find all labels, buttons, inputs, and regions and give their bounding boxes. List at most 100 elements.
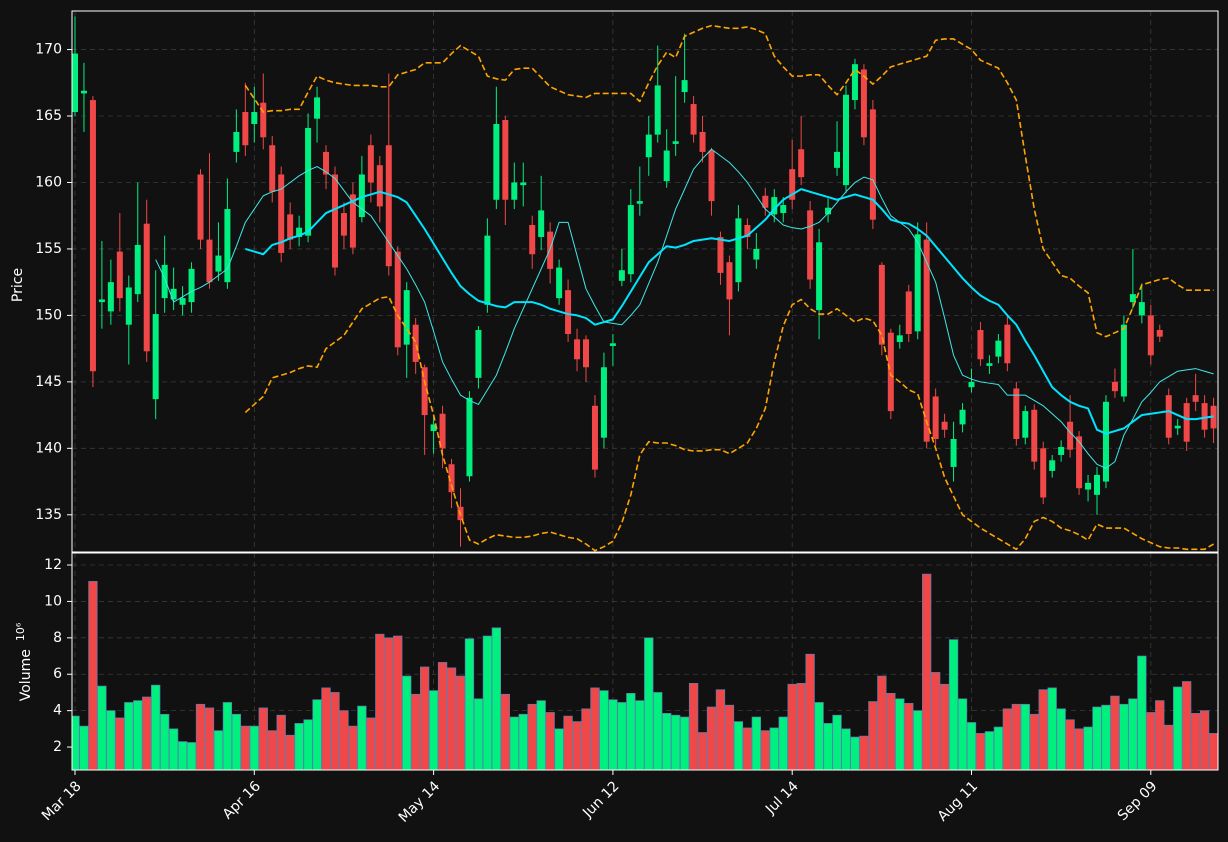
volume-bar — [509, 716, 519, 770]
candle-body — [170, 288, 177, 300]
volume-bar — [393, 635, 403, 770]
candle-body — [538, 210, 545, 237]
volume-bar — [877, 675, 887, 770]
volume-bar — [599, 690, 609, 770]
volume-bar — [563, 715, 573, 770]
candle-body — [1076, 436, 1083, 489]
volume-bar — [823, 723, 833, 770]
volume-tick-label: 6 — [53, 666, 62, 682]
volume-bar — [384, 637, 394, 770]
volume-bar — [832, 714, 842, 770]
candle-body — [699, 131, 706, 152]
candle-body — [995, 340, 1002, 357]
candle-body — [609, 343, 616, 346]
price-axis-label: Price — [10, 268, 26, 302]
candle-body — [565, 290, 572, 335]
volume-bar — [1020, 703, 1030, 770]
candle-body — [950, 439, 957, 467]
volume-bar — [1002, 708, 1013, 770]
candle-body — [242, 112, 249, 146]
candle-body — [986, 363, 993, 366]
volume-bar — [536, 700, 546, 770]
volume-bar — [975, 733, 986, 770]
candle-body — [314, 97, 321, 119]
volume-bar — [88, 581, 98, 770]
candle-body — [1201, 403, 1208, 430]
candle-body — [914, 234, 921, 332]
candle-body — [1085, 482, 1092, 490]
volume-bar — [294, 723, 304, 770]
volume-bar — [697, 732, 708, 770]
volume-bar — [411, 693, 421, 770]
candle-body — [1129, 294, 1136, 303]
candle-body — [690, 104, 697, 135]
volume-bar — [249, 725, 259, 770]
candle-body — [197, 174, 204, 240]
candle-body — [89, 100, 96, 372]
volume-bar — [195, 703, 206, 770]
candle-body — [896, 335, 903, 342]
volume-bar — [644, 637, 654, 770]
volume-bar — [1065, 719, 1075, 770]
candle-body — [977, 330, 984, 360]
candle-body — [600, 367, 607, 438]
candle-body — [807, 210, 814, 280]
candle-body — [143, 223, 150, 352]
volume-bar — [679, 716, 690, 770]
candle-body — [869, 109, 876, 220]
candle-body — [358, 174, 365, 218]
candle-body — [842, 94, 849, 186]
bollinger-band — [244, 24, 1214, 338]
volume-bar — [330, 692, 340, 770]
candle-body — [1120, 324, 1127, 397]
candle-body — [681, 80, 688, 93]
candle-body — [80, 90, 87, 94]
candle-body — [430, 424, 437, 432]
volume-bar — [79, 725, 89, 770]
volume-bar — [662, 713, 672, 770]
volume-bar — [267, 730, 277, 770]
volume-bar — [437, 662, 448, 770]
candle-body — [1094, 474, 1101, 495]
candle-body — [529, 225, 536, 255]
candle-body — [780, 205, 787, 214]
candle-body — [1174, 425, 1181, 429]
volume-bar — [231, 713, 242, 770]
candle-body — [233, 131, 240, 152]
volume-bar — [859, 735, 869, 770]
volume-bar — [527, 703, 537, 770]
volume-bar — [321, 687, 331, 770]
candle-body — [932, 396, 939, 440]
candle-body — [1058, 446, 1065, 455]
volume-bar — [285, 734, 295, 770]
candle-body — [98, 299, 105, 303]
volume-bar — [518, 713, 528, 770]
y-tick-label: 160 — [35, 174, 62, 190]
volume-tick-label: 4 — [53, 703, 62, 719]
volume-bar — [1164, 724, 1174, 770]
candle-body — [349, 194, 356, 248]
candle-body — [179, 298, 186, 305]
volume-bar — [957, 698, 968, 770]
volume-bar — [787, 683, 797, 770]
volume-bar — [500, 693, 510, 770]
candle-body — [905, 291, 912, 335]
volume-tick-label: 12 — [44, 557, 62, 573]
volume-bar — [1056, 708, 1066, 770]
candle-body — [305, 127, 312, 236]
candle-body — [116, 251, 123, 299]
candle-body — [72, 53, 78, 113]
volume-bar — [939, 683, 950, 770]
volume-bar — [1182, 681, 1192, 770]
candle-body — [1156, 330, 1163, 337]
volume-bar — [339, 710, 349, 770]
y-tick-label: 165 — [35, 108, 62, 124]
y-tick-label: 145 — [35, 374, 62, 390]
volume-bar — [751, 716, 761, 770]
volume-bar — [706, 706, 717, 770]
candle-body — [1004, 324, 1011, 364]
candle-body — [556, 267, 563, 299]
volume-bar — [115, 717, 125, 770]
candle-body — [152, 314, 159, 400]
